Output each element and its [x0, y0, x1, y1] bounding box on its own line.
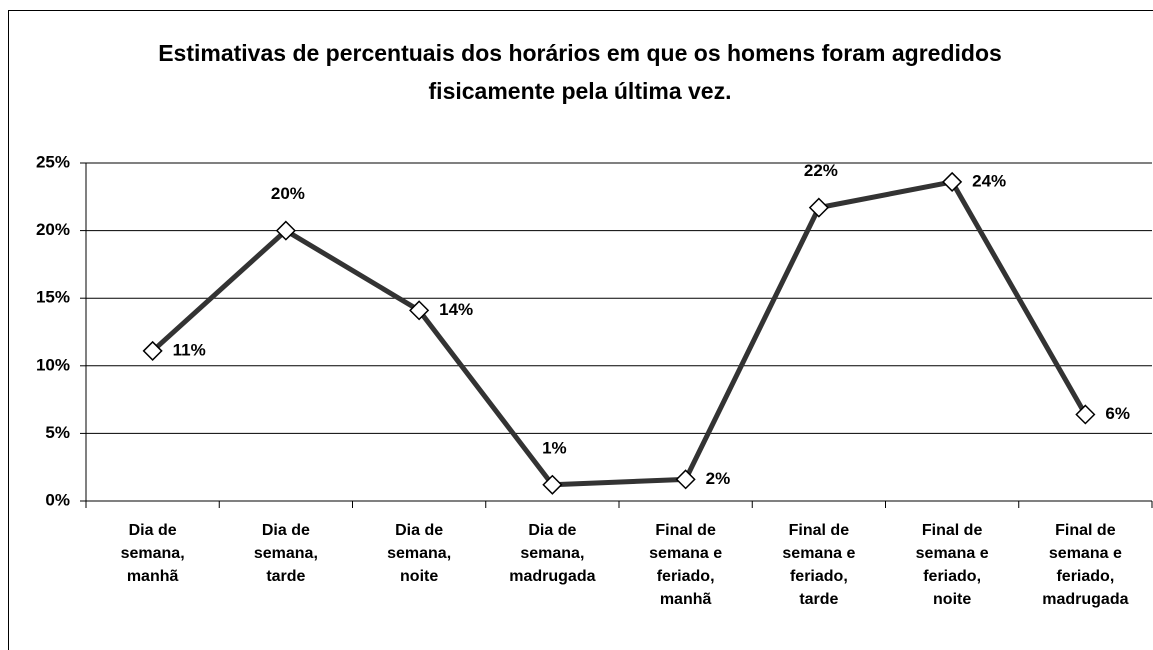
- x-tick-label: Dia de semana, noite: [387, 522, 452, 585]
- data-label: 20%: [271, 184, 305, 203]
- x-tick-label: Dia de semana, manhã: [120, 522, 185, 585]
- chart-border: [8, 10, 1153, 650]
- y-tick-label: 20%: [36, 220, 70, 239]
- y-tick-label: 15%: [36, 288, 70, 307]
- x-tick-label: Dia de semana, tarde: [253, 522, 318, 585]
- data-label: 22%: [804, 161, 838, 180]
- marker: [675, 469, 696, 490]
- data-label: 11%: [173, 340, 206, 359]
- marker: [1075, 404, 1096, 425]
- marker: [142, 340, 163, 361]
- y-tick-label: 25%: [36, 152, 70, 171]
- data-label: 2%: [706, 469, 731, 488]
- y-tick-label: 10%: [36, 355, 70, 374]
- line: [150, 179, 1088, 488]
- marker: [542, 474, 563, 495]
- y-tick-label: 5%: [45, 423, 70, 442]
- data-label: 14%: [439, 300, 473, 319]
- marker: [409, 300, 430, 321]
- x-tick-label: Final de semana e feriado, tarde: [782, 522, 856, 608]
- y-tick-label: 0%: [45, 490, 70, 509]
- chart-title: Estimativas de percentuais dos horários …: [158, 40, 1002, 104]
- marker: [942, 171, 963, 192]
- data-label: 6%: [1105, 404, 1130, 423]
- marker: [808, 197, 829, 218]
- x-tick-label: Dia de semana, madrugada: [509, 522, 596, 585]
- data-label: 1%: [542, 438, 567, 457]
- marker: [275, 220, 296, 241]
- x-tick-label: Final de semana e feriado, manhã: [649, 522, 723, 608]
- data-label: 24%: [972, 171, 1006, 190]
- x-tick-label: Final de semana e feriado, noite: [915, 522, 989, 608]
- x-tick-label: Final de semana e feriado, madrugada: [1042, 522, 1129, 608]
